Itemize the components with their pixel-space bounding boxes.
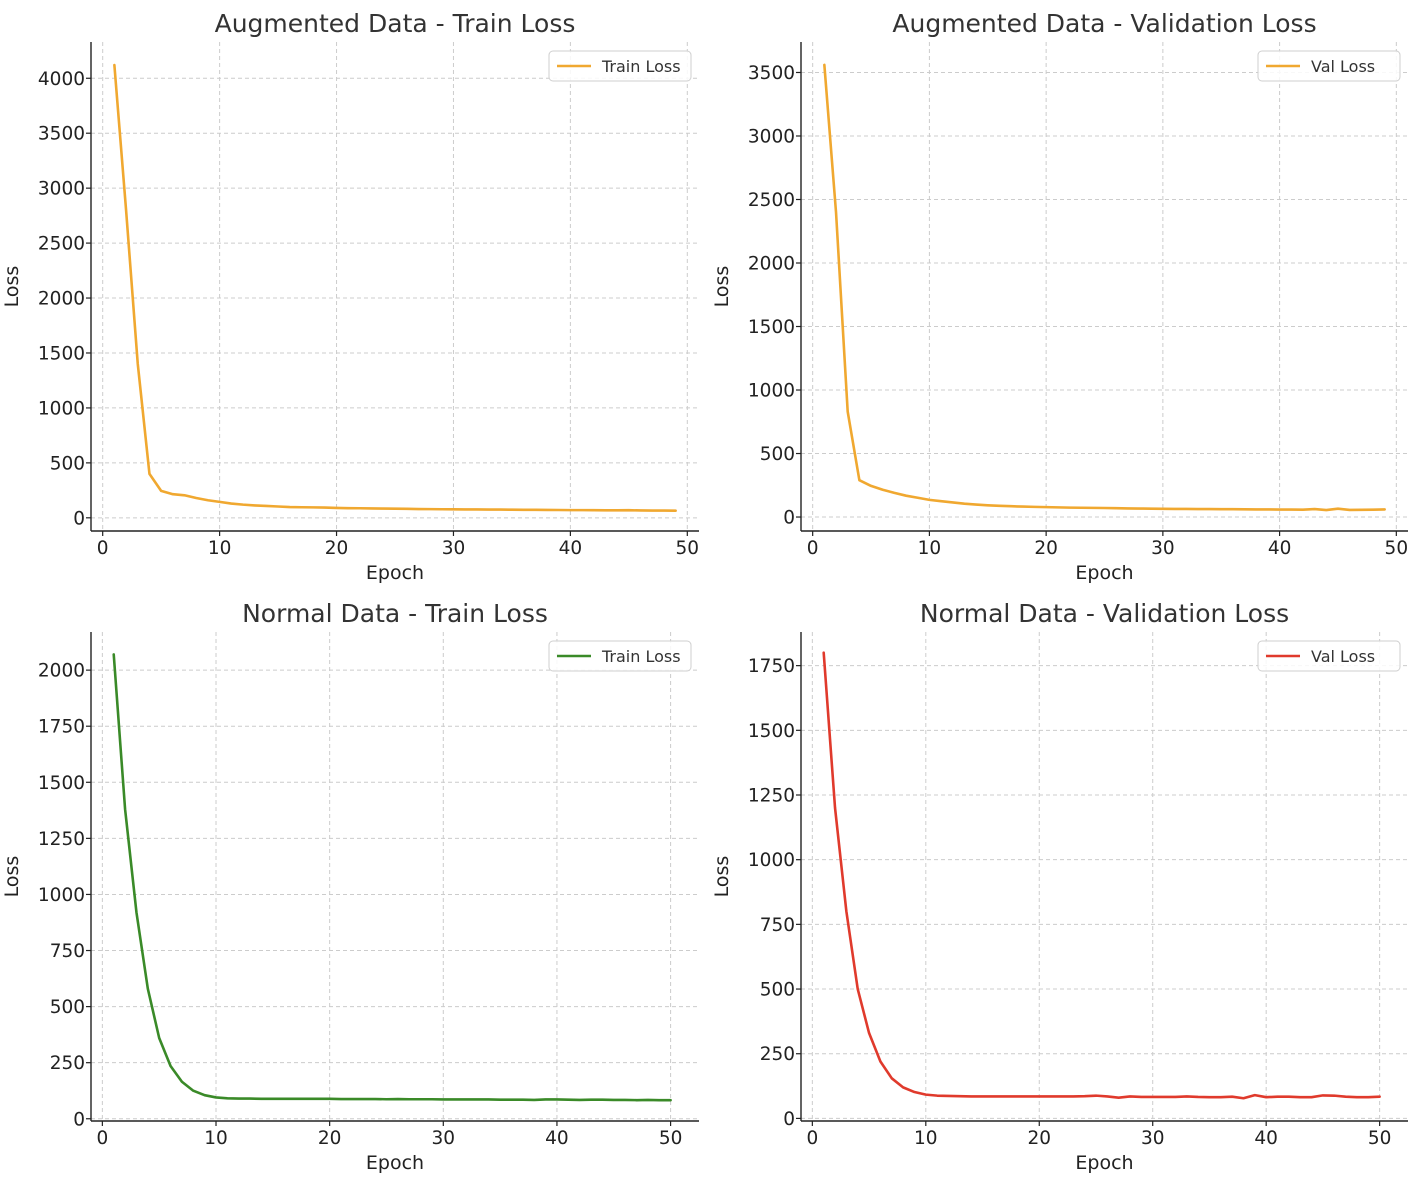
y-tick-label: 1500 xyxy=(38,343,85,364)
x-tick-label: 40 xyxy=(559,538,583,559)
x-tick-label: 50 xyxy=(659,1128,683,1149)
y-tick-label: 2500 xyxy=(38,234,85,255)
chart-title: Normal Data - Validation Loss xyxy=(920,599,1289,628)
x-tick-label: 40 xyxy=(1254,1128,1278,1149)
x-axis-label: Epoch xyxy=(1075,562,1133,584)
legend-box xyxy=(548,50,692,82)
x-tick-label: 0 xyxy=(806,1128,818,1149)
y-tick-label: 1500 xyxy=(748,721,795,742)
y-tick-label: 3000 xyxy=(748,126,795,147)
y-tick-label: 750 xyxy=(50,941,85,962)
y-tick-label: 500 xyxy=(50,997,85,1018)
y-tick-label: 1750 xyxy=(748,656,795,677)
x-tick-label: 40 xyxy=(545,1128,569,1149)
y-tick-label: 1000 xyxy=(748,850,795,871)
x-tick-label: 50 xyxy=(1385,538,1409,559)
y-tick-label: 250 xyxy=(50,1053,85,1074)
y-axis-label: Loss xyxy=(1,266,23,308)
legend-box xyxy=(548,640,692,672)
y-tick-label: 500 xyxy=(50,453,85,474)
y-tick-label: 2000 xyxy=(38,661,85,682)
series-line xyxy=(113,63,677,512)
series-line xyxy=(822,651,1381,1100)
legend-box xyxy=(1257,50,1401,82)
x-tick-label: 30 xyxy=(1151,538,1175,559)
x-tick-label: 50 xyxy=(1368,1128,1392,1149)
x-axis-label: Epoch xyxy=(366,1152,424,1174)
panel-augmented-train: 0 10 20 30 40 5005001000150020002500300035004… xyxy=(1,9,699,584)
legend-label: Val Loss xyxy=(1311,57,1375,76)
x-tick-label: 30 xyxy=(1141,1128,1165,1149)
legend-box xyxy=(1257,640,1401,672)
y-tick-label: 1250 xyxy=(748,786,795,807)
legend-label: Val Loss xyxy=(1311,647,1375,666)
x-tick-label: 20 xyxy=(1034,538,1058,559)
legend: Train Loss xyxy=(548,640,692,672)
legend: Val Loss xyxy=(1257,640,1401,672)
x-tick-label: 50 xyxy=(676,538,700,559)
y-tick-label: 0 xyxy=(783,1109,795,1130)
chart-title: Augmented Data - Validation Loss xyxy=(892,9,1316,38)
x-tick-label: 10 xyxy=(918,538,942,559)
x-tick-label: 0 xyxy=(807,538,819,559)
legend-label: Train Loss xyxy=(601,647,681,666)
y-tick-label: 2500 xyxy=(748,190,795,211)
x-axis-label: Epoch xyxy=(1075,1152,1133,1174)
y-tick-label: 3000 xyxy=(38,179,85,200)
y-tick-label: 4000 xyxy=(38,69,85,90)
y-tick-label: 750 xyxy=(760,915,795,936)
panel-augmented-validation: 0 10 20 30 40 500500100015002000250030003500A… xyxy=(711,9,1408,584)
legend: Train Loss xyxy=(548,50,692,82)
x-tick-label: 20 xyxy=(318,1128,342,1149)
y-tick-label: 2000 xyxy=(748,254,795,275)
panel-normal-train: 0 10 20 30 40 5002505007501000125015001750200… xyxy=(1,599,699,1174)
chart-title: Augmented Data - Train Loss xyxy=(215,9,576,38)
y-tick-label: 1500 xyxy=(748,317,795,338)
y-axis-label: Loss xyxy=(711,266,733,308)
panel-normal-validation: 0 10 20 30 40 5002505007501000125015001750Nor… xyxy=(711,599,1408,1174)
legend: Val Loss xyxy=(1257,50,1401,82)
x-tick-label: 30 xyxy=(442,538,466,559)
y-tick-label: 0 xyxy=(783,508,795,529)
legend-label: Train Loss xyxy=(601,57,681,76)
y-tick-label: 0 xyxy=(73,508,85,529)
x-tick-label: 0 xyxy=(97,538,109,559)
y-tick-label: 250 xyxy=(760,1044,795,1065)
chart-title: Normal Data - Train Loss xyxy=(242,599,548,628)
y-tick-label: 3500 xyxy=(748,63,795,84)
x-tick-label: 20 xyxy=(325,538,349,559)
y-tick-label: 1000 xyxy=(748,381,795,402)
x-tick-label: 30 xyxy=(432,1128,456,1149)
y-tick-label: 1250 xyxy=(38,829,85,850)
x-tick-label: 0 xyxy=(96,1128,108,1149)
x-axis-label: Epoch xyxy=(366,562,424,584)
y-tick-label: 0 xyxy=(73,1109,85,1130)
x-tick-label: 10 xyxy=(204,1128,228,1149)
y-tick-label: 1000 xyxy=(38,398,85,419)
y-axis-label: Loss xyxy=(711,856,733,898)
x-tick-label: 10 xyxy=(914,1128,938,1149)
series-line xyxy=(823,63,1386,512)
y-axis-label: Loss xyxy=(1,856,23,898)
y-tick-label: 500 xyxy=(760,444,795,465)
y-tick-label: 3500 xyxy=(38,124,85,145)
y-tick-label: 1750 xyxy=(38,717,85,738)
x-tick-label: 20 xyxy=(1027,1128,1051,1149)
y-tick-label: 2000 xyxy=(38,289,85,310)
x-tick-label: 40 xyxy=(1268,538,1292,559)
y-tick-label: 1500 xyxy=(38,773,85,794)
series-line xyxy=(112,653,672,1102)
y-tick-label: 500 xyxy=(760,980,795,1001)
x-tick-label: 10 xyxy=(208,538,232,559)
y-tick-label: 1000 xyxy=(38,885,85,906)
